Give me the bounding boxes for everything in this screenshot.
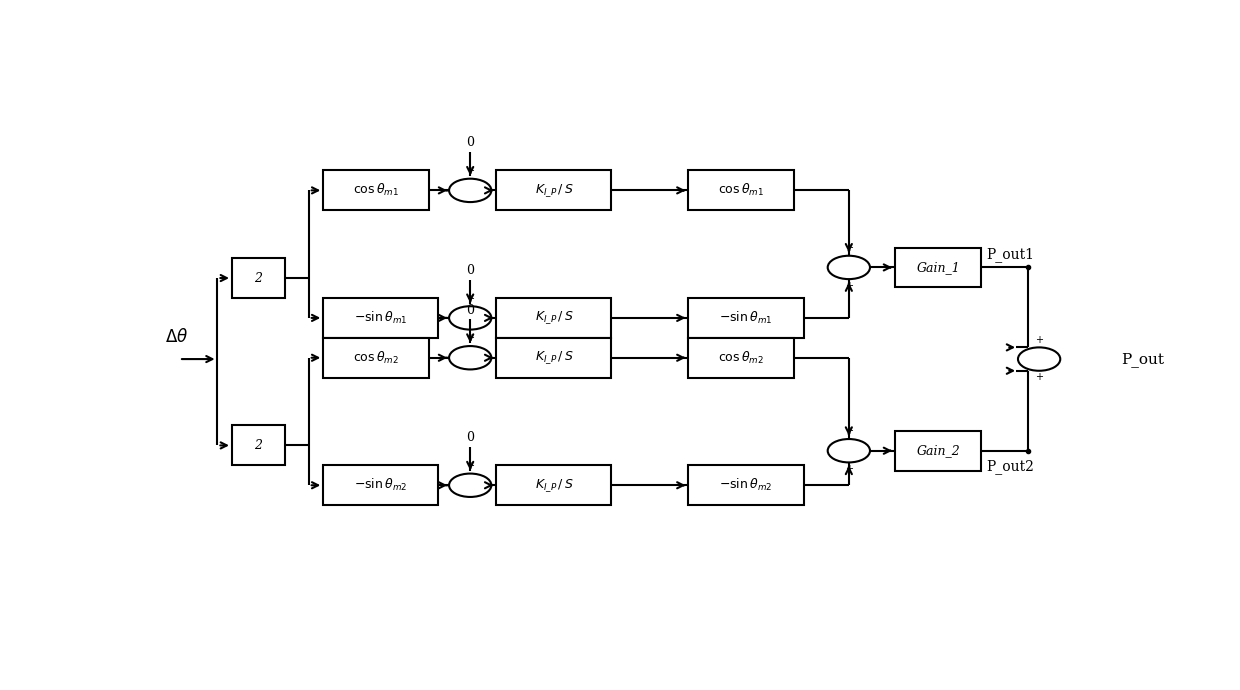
FancyBboxPatch shape [496,170,611,210]
Text: $K_{I\_P}\,/\,S$: $K_{I\_P}\,/\,S$ [534,182,573,199]
Text: +: + [1035,335,1043,345]
FancyBboxPatch shape [324,465,439,505]
Text: +: + [466,293,474,304]
FancyBboxPatch shape [232,426,285,465]
Text: $\cos\theta_{m1}$: $\cos\theta_{m1}$ [718,182,764,199]
Text: $\Delta\theta$: $\Delta\theta$ [165,328,187,346]
FancyBboxPatch shape [324,338,429,377]
FancyBboxPatch shape [688,170,794,210]
Text: $\cos\theta_{m2}$: $\cos\theta_{m2}$ [718,350,764,366]
Text: $-\sin\theta_{m1}$: $-\sin\theta_{m1}$ [719,310,773,326]
Text: P_out1: P_out1 [986,247,1034,262]
Text: 2: 2 [254,439,263,452]
Text: $\cos\theta_{m1}$: $\cos\theta_{m1}$ [353,182,399,199]
Text: $\cos\theta_{m2}$: $\cos\theta_{m2}$ [353,350,399,366]
Text: +: + [466,166,474,176]
FancyBboxPatch shape [496,298,611,338]
Text: -: - [440,313,444,323]
Text: $-\sin\theta_{m2}$: $-\sin\theta_{m2}$ [719,477,773,493]
FancyBboxPatch shape [232,258,285,298]
FancyBboxPatch shape [496,465,611,505]
Text: P_out2: P_out2 [986,459,1034,473]
Text: +: + [844,243,853,253]
Text: +: + [466,461,474,471]
Text: -: - [440,353,444,363]
Text: 0: 0 [466,431,474,444]
Text: 0: 0 [466,137,474,150]
Text: +: + [844,281,853,290]
Text: +: + [1035,373,1043,382]
Text: $K_{I\_P}\,/\,S$: $K_{I\_P}\,/\,S$ [534,349,573,366]
FancyBboxPatch shape [895,248,982,287]
Text: +: + [844,426,853,436]
Text: 0: 0 [466,304,474,317]
FancyBboxPatch shape [324,170,429,210]
Text: P_out: P_out [1121,352,1164,366]
FancyBboxPatch shape [324,298,439,338]
FancyBboxPatch shape [688,465,804,505]
Text: Gain_1: Gain_1 [916,261,960,274]
Text: +: + [844,464,853,474]
Text: +: + [466,333,474,344]
Text: $-\sin\theta_{m1}$: $-\sin\theta_{m1}$ [355,310,408,326]
Text: -: - [440,186,444,195]
Text: $K_{I\_P}\,/\,S$: $K_{I\_P}\,/\,S$ [534,477,573,493]
Text: Gain_2: Gain_2 [916,444,960,457]
FancyBboxPatch shape [895,431,982,471]
Text: $K_{I\_P}\,/\,S$: $K_{I\_P}\,/\,S$ [534,310,573,326]
Text: 0: 0 [466,264,474,277]
FancyBboxPatch shape [688,338,794,377]
Text: 2: 2 [254,272,263,284]
FancyBboxPatch shape [688,298,804,338]
FancyBboxPatch shape [496,338,611,377]
Text: $-\sin\theta_{m2}$: $-\sin\theta_{m2}$ [355,477,408,493]
Text: -: - [440,480,444,491]
